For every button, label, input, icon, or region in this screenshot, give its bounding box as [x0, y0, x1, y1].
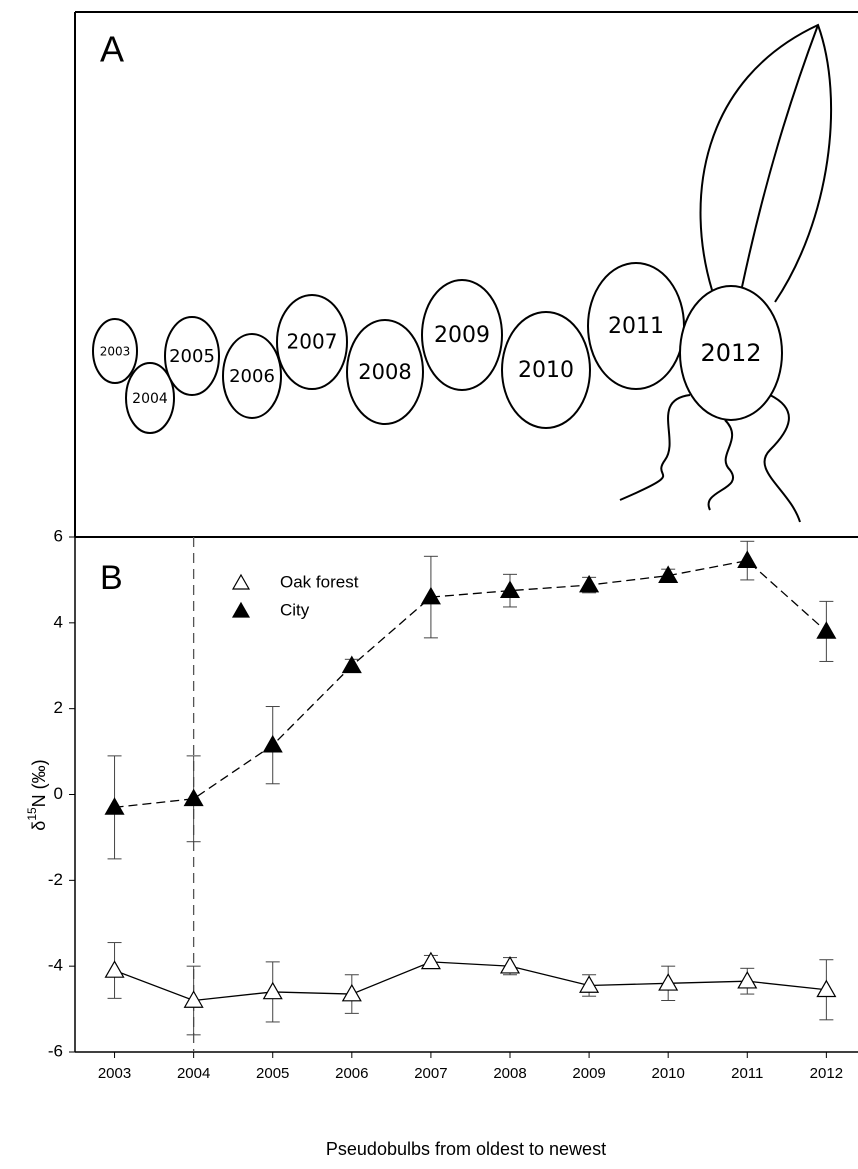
legend-marker — [231, 573, 251, 590]
marker — [816, 979, 837, 998]
pseudobulb — [679, 285, 783, 421]
pseudobulb-label: 2010 — [518, 358, 574, 383]
series-line — [114, 559, 827, 809]
marker — [183, 990, 204, 1008]
marker — [104, 960, 125, 978]
marker — [658, 565, 679, 583]
marker — [499, 580, 521, 598]
pseudobulb-label: 2004 — [132, 391, 168, 407]
pseudobulbs: 2003 2004 2005 2006 2007 2008 2009 2010 2011 2012 — [92, 262, 783, 434]
y-label-part: 15 — [25, 807, 39, 821]
pseudobulb — [164, 316, 220, 396]
y-tick-label: -6 — [48, 1041, 63, 1060]
panel-a — [74, 11, 858, 537]
marker — [658, 973, 679, 991]
leaf — [699, 23, 833, 303]
pseudobulb-label: 2006 — [229, 366, 275, 387]
pseudobulb — [346, 319, 424, 425]
x-tick-label: 2010 — [651, 1065, 684, 1082]
marker — [262, 734, 283, 753]
pseudobulb — [222, 333, 282, 419]
y-tick-label: 0 — [54, 784, 63, 803]
pseudobulb-label: 2009 — [434, 323, 490, 348]
marker — [420, 951, 441, 970]
y-tick-label: 6 — [54, 526, 63, 545]
x-tick-label: 2011 — [731, 1065, 763, 1082]
marker — [579, 574, 600, 593]
y-axis-label: δ15N (‰) — [25, 759, 49, 830]
pseudobulb — [421, 279, 503, 391]
y-label-part: δ — [29, 821, 49, 831]
x-tick-label: 2003 — [98, 1065, 131, 1082]
x-tick-label: 2012 — [810, 1065, 843, 1082]
panel-label: B — [100, 559, 123, 597]
marker — [341, 655, 362, 674]
root — [763, 394, 801, 523]
pseudobulb-label: 2008 — [358, 360, 411, 384]
pseudobulb — [276, 294, 348, 390]
pseudobulb-label: 2003 — [100, 345, 131, 359]
legend-label: City — [280, 600, 310, 619]
y-tick-label: -4 — [48, 956, 63, 975]
y-tick-label: 2 — [54, 698, 63, 717]
leaf-vein — [741, 24, 819, 288]
marker — [816, 621, 837, 639]
series-line — [114, 961, 827, 1002]
marker — [579, 975, 600, 993]
marker — [262, 981, 283, 1000]
marker — [341, 983, 362, 1002]
pseudobulb — [92, 318, 138, 384]
x-axis-label: Pseudobulbs from oldest to newest — [326, 1139, 606, 1159]
root — [619, 394, 691, 501]
marker — [104, 797, 125, 815]
x-tick-label: 2008 — [493, 1065, 526, 1082]
marker — [737, 550, 758, 568]
x-tick-label: 2007 — [414, 1065, 447, 1082]
y-tick-label: 4 — [54, 612, 63, 631]
root — [707, 419, 734, 511]
marker — [737, 970, 758, 989]
pseudobulb-label: 2012 — [700, 339, 761, 367]
marker — [420, 586, 441, 605]
x-tick-label: 2004 — [177, 1065, 210, 1082]
pseudobulb — [501, 311, 591, 429]
pseudobulb-label: 2005 — [169, 346, 215, 367]
x-tick-label: 2006 — [335, 1065, 368, 1082]
marker — [183, 788, 204, 807]
panel-label: A — [100, 29, 124, 70]
x-tick-label: 2005 — [256, 1065, 289, 1082]
pseudobulb — [125, 362, 175, 434]
marker — [499, 955, 521, 974]
y-label-part: N (‰) — [29, 759, 49, 807]
y-tick-label: -2 — [48, 870, 63, 889]
pseudobulb-label: 2011 — [608, 314, 664, 339]
legend-marker — [231, 601, 251, 618]
x-tick-label: 2009 — [572, 1065, 605, 1082]
legend-label: Oak forest — [280, 572, 359, 591]
pseudobulb-label: 2007 — [287, 330, 338, 354]
